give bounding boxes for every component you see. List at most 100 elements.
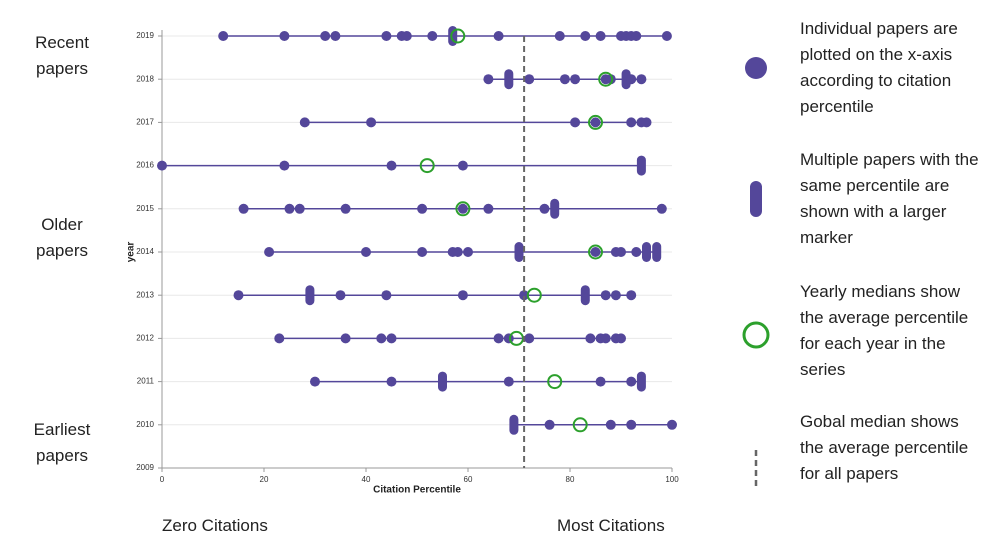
y-tick-label: 2014	[136, 247, 154, 256]
legend-point-icon	[745, 57, 767, 79]
paper-point	[610, 290, 621, 301]
year-median	[508, 330, 524, 346]
paper-point	[330, 31, 341, 41]
paper-point	[626, 376, 637, 387]
year-median	[450, 28, 466, 44]
paper-point	[616, 333, 626, 344]
paper-point	[590, 117, 601, 128]
paper-point	[310, 376, 320, 387]
paper-stack	[652, 242, 662, 262]
most-label: Most Citations	[557, 516, 665, 535]
paper-point	[544, 419, 555, 430]
legend-median-icon	[742, 321, 770, 349]
paper-stack	[305, 285, 315, 306]
paper-point	[539, 203, 550, 214]
legend-text: Yearly medians show the average percenti…	[800, 282, 969, 379]
paper-point	[605, 419, 616, 430]
paper-point	[595, 31, 606, 41]
paper-stack	[642, 242, 651, 262]
year-median	[588, 244, 603, 260]
paper-point	[238, 203, 249, 214]
paper-point	[626, 290, 637, 301]
paper-point	[641, 117, 652, 128]
y-tick-label: 2018	[136, 74, 154, 83]
paper-point	[386, 160, 397, 171]
paper-point	[605, 74, 616, 85]
legend-text: Gobal median shows the average percentil…	[800, 412, 969, 483]
paper-point	[519, 290, 530, 301]
paper-point	[667, 419, 677, 430]
paper-point	[381, 31, 392, 41]
paper-point	[218, 31, 229, 41]
paper-point	[294, 203, 305, 214]
paper-point	[559, 74, 570, 85]
paper-point	[570, 117, 581, 128]
paper-point	[493, 333, 504, 344]
paper-point	[631, 247, 642, 257]
legend-text: Multiple papers with the same percentile…	[800, 150, 979, 247]
x-tick-label: 40	[362, 475, 371, 484]
paper-point	[361, 247, 371, 257]
y-tick-label: 2013	[136, 290, 154, 299]
paper-point	[284, 203, 295, 214]
paper-point	[661, 31, 672, 41]
year-median	[588, 114, 603, 130]
paper-stack	[550, 198, 560, 219]
paper-point	[340, 333, 351, 344]
paper-point	[616, 247, 626, 257]
paper-point	[524, 74, 535, 85]
paper-point	[264, 247, 275, 257]
recent-label: Recent papers	[35, 33, 89, 78]
paper-stack	[514, 242, 524, 262]
x-tick-label: 20	[260, 475, 269, 484]
paper-point	[636, 74, 647, 85]
legend-text: Individual papers are plotted on the x-a…	[800, 19, 958, 116]
paper-point	[335, 290, 346, 301]
paper-point	[381, 290, 392, 301]
y-tick-label: 2012	[136, 334, 154, 343]
x-axis-label: Citation Percentile	[373, 485, 461, 496]
paper-point	[600, 333, 611, 344]
paper-stack	[636, 155, 646, 176]
paper-point	[493, 31, 504, 41]
paper-point	[626, 419, 637, 430]
paper-point	[279, 160, 290, 171]
paper-point	[570, 74, 581, 85]
paper-point	[600, 290, 611, 301]
zero-label: Zero Citations	[162, 516, 268, 535]
paper-point	[457, 203, 468, 214]
earliest-label: Earliest papers	[33, 420, 91, 465]
paper-point	[656, 203, 667, 214]
paper-point	[554, 31, 565, 41]
paper-point	[631, 31, 642, 41]
paper-point	[274, 333, 285, 344]
x-tick-label: 0	[160, 475, 165, 484]
paper-point	[340, 203, 351, 214]
paper-point	[626, 117, 637, 128]
paper-point	[590, 247, 601, 257]
paper-point	[427, 31, 438, 41]
paper-stack	[438, 371, 447, 392]
y-tick-label: 2016	[136, 161, 154, 170]
paper-point	[452, 247, 463, 257]
paper-point	[585, 333, 596, 344]
paper-point	[626, 74, 637, 85]
paper-point	[299, 117, 310, 128]
paper-point	[233, 290, 244, 301]
paper-stack	[504, 69, 514, 90]
paper-point	[417, 247, 428, 257]
x-tick-label: 100	[665, 475, 679, 484]
paper-point	[524, 333, 535, 344]
y-tick-label: 2011	[137, 377, 155, 386]
paper-point	[366, 117, 377, 128]
older-label: Older papers	[36, 215, 88, 260]
paper-point	[483, 203, 494, 214]
paper-stack	[580, 285, 590, 306]
year-median	[526, 287, 542, 303]
x-tick-label: 80	[566, 475, 575, 484]
paper-point	[320, 31, 331, 41]
paper-point	[401, 31, 412, 41]
x-tick-label: 60	[464, 475, 473, 484]
y-tick-label: 2019	[136, 31, 154, 40]
